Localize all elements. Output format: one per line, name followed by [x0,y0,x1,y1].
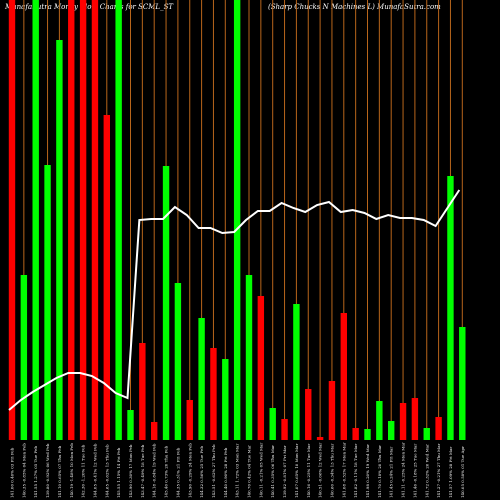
bar [293,304,300,440]
bar [423,428,430,440]
bar [91,0,99,440]
x-tick-label: 143.51 -0.62% 27 Thu Feb [211,444,216,498]
x-tick-label: 140.05 0.58% 01 Tue Apr [460,446,465,498]
bar [127,410,134,440]
x-tick-label: 141.82 -0.11% 18 Tue Mar [353,444,358,498]
x-tick-label: 143.90 0.30% 17 Mon Feb [128,444,133,498]
bar [435,417,442,440]
x-tick-label: 143.47 -0.49% 18 Tue Feb [140,444,145,498]
x-tick-label: 140.60 -0.34% 13 Thu Mar [329,443,334,498]
bar [174,283,182,440]
x-tick-label: 141.46 -0.18% 25 Tue Mar [412,444,417,498]
bar [411,398,419,440]
bar [222,359,229,440]
bar [162,166,170,440]
x-tick-label: 141.00 0.46% 03 Fri Feb [10,447,15,498]
x-tick-label: 140.19 -1.48% 10 Mon Feb [69,443,74,498]
x-tick-label: 144.18 -0.84% 19 Wed Feb [152,443,157,498]
x-tick-label: 140.11 -0.21% 05 Wed Mar [258,443,263,498]
chart-subtitle: (Sharp Chucks N Machines L) MunafaSutra.… [268,3,441,11]
x-tick-label: 141.07 0.65% 10 Mon Mar [294,444,299,498]
bar [316,437,324,440]
x-tick-label: 141.10 0.65% 07 Thu Feb [57,445,62,498]
bar [210,348,217,440]
bar [56,40,63,440]
x-tick-label: 144.05 -0.41% 12 Wed Feb [92,443,97,498]
bar [139,343,146,440]
bar [103,115,110,440]
bar [388,421,395,440]
bar [245,275,253,440]
x-tick-label: 144.40 0.90% 28 Fri Feb [223,447,228,498]
bar [32,0,39,440]
bar [44,165,51,440]
bar [399,403,407,440]
bar [79,0,87,440]
bar [376,401,383,440]
bar [20,275,28,440]
bar [459,327,466,440]
bar [186,400,193,440]
bar [305,389,312,440]
x-tick-label: 139.92 -0.81% 07 Fri Mar [282,445,287,498]
bar [281,419,288,440]
x-tick-label: 140.41 0.35% 06 Thu Mar [270,445,275,498]
x-tick-label: 141.45 0.24% 21 Fri Mar [389,447,394,498]
x-tick-label: 141.11 -0.25% 24 Mon Mar [401,442,406,498]
bar [151,422,158,440]
bar [340,313,347,440]
bar [115,0,122,440]
x-tick-label: 141.55 1.27% 05 Tue Feb [33,446,38,498]
bar [198,318,205,440]
price-line [8,189,461,411]
x-tick-label: 144.35 0.31% 21 Fri Feb [175,447,180,498]
bar [269,408,276,440]
x-tick-label: 140.70 0.42% 04 Tue Mar [247,445,252,498]
x-tick-label: 140.51 -0.06% 12 Wed Mar [318,443,323,498]
x-tick-label: 140.16 -0.25% 11 Tue Mar [306,444,311,498]
x-tick-label: 141.57 1.09% 28 Fri Mar [448,447,453,498]
x-tick-label: 140.35 -0.85% 04 Mon Feb [21,443,26,498]
x-tick-label: 141.70 0.18% 20 Thu Mar [377,445,382,498]
bar [233,0,241,440]
x-tick-label: 141.72 0.32% 26 Wed Mar [424,444,429,498]
bar [328,381,336,440]
bar [352,428,359,440]
chart-title: MunafaSutra Money Flow Charts for SCML_S… [4,3,174,11]
x-tick-label: 141.98 0.20% 19 Wed Mar [365,444,370,498]
x-tick-label: 143.11 1.72% 03 Mon Mar [235,444,240,498]
bar [447,176,454,440]
x-tick-label: 143.90 -0.29% 24 Mon Feb [187,443,192,498]
x-tick-label: 139.80 -0.92% 06 Wed Feb [45,443,50,498]
x-tick-label: 141.27 -0.21% 27 Thu Mar [436,443,441,498]
x-tick-label: 145.40 0.73% 20 Thu Feb [164,445,169,498]
bar [68,0,75,440]
bar [257,296,265,440]
x-tick-label: 142.30 -1.20% 11 Tue Feb [81,444,86,498]
x-tick-label: 144.65 -0.62% 13 Thu Feb [104,444,109,498]
x-tick-label: 145.55 1.15% 14 Fri Feb [116,447,121,498]
bar [364,429,371,440]
x-tick-label: 144.32 0.56% 25 Tue Feb [199,446,204,498]
x-tick-label: 141.08 -0.52% 17 Mon Mar [341,442,346,498]
bar [8,0,16,440]
